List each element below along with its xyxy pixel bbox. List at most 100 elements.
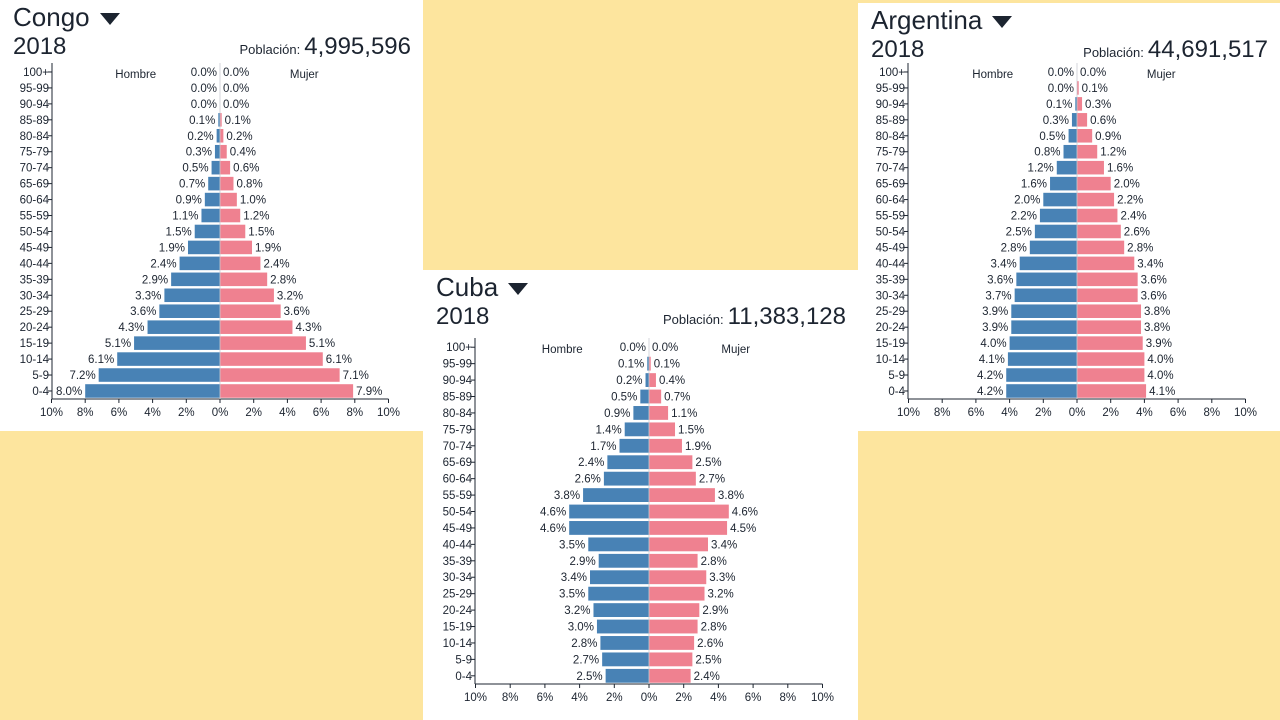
female-value-label: 0.0%	[652, 342, 678, 354]
x-tick-label: 6%	[111, 407, 128, 419]
x-tick-label: 4%	[1001, 407, 1018, 419]
male-value-label: 4.2%	[977, 386, 1003, 398]
female-value-label: 3.8%	[718, 490, 744, 502]
female-value-label: 2.4%	[1120, 211, 1146, 223]
female-value-label: 3.8%	[1144, 322, 1170, 334]
country-selector[interactable]: Congo	[13, 2, 120, 32]
age-group-label: 90-94	[20, 99, 50, 111]
x-tick-label: 0%	[212, 407, 229, 419]
male-value-label: 0.0%	[191, 99, 217, 111]
female-bar	[220, 224, 246, 239]
age-group-label: 70-74	[443, 441, 473, 453]
female-bar	[220, 176, 234, 191]
male-bar	[596, 619, 649, 634]
male-value-label: 0.1%	[189, 115, 215, 127]
female-bar	[649, 652, 693, 667]
male-bar	[603, 471, 649, 486]
male-bar	[214, 144, 220, 159]
country-selector[interactable]: Argentina	[871, 5, 1013, 35]
male-value-label: 0.0%	[1048, 67, 1074, 79]
male-bar	[1068, 129, 1077, 143]
female-value-label: 0.9%	[1095, 131, 1121, 143]
female-value-label: 1.2%	[243, 211, 269, 223]
age-group-label: 95-99	[443, 359, 472, 371]
female-value-label: 1.5%	[678, 424, 704, 436]
male-bar	[605, 668, 649, 683]
x-tick-label: 2%	[245, 407, 262, 419]
female-bar	[220, 288, 274, 303]
female-value-label: 3.6%	[1141, 290, 1167, 302]
male-value-label: 2.2%	[1011, 211, 1037, 223]
female-value-label: 3.2%	[708, 589, 734, 601]
female-value-label: 7.9%	[356, 386, 382, 398]
male-value-label: 2.5%	[1006, 226, 1032, 238]
female-bar	[220, 256, 261, 271]
female-bar	[649, 422, 676, 437]
age-group-label: 60-64	[443, 474, 473, 486]
female-bar	[220, 336, 306, 350]
male-bar	[216, 129, 220, 143]
caret-down-icon[interactable]	[508, 283, 529, 295]
male-value-label: 2.4%	[578, 457, 604, 469]
age-group-label: 70-74	[876, 163, 906, 175]
male-value-label: 1.6%	[1021, 179, 1047, 191]
male-value-label: 2.9%	[142, 274, 168, 286]
male-bar	[85, 384, 220, 398]
female-bar	[649, 668, 691, 683]
caret-down-icon[interactable]	[99, 13, 120, 25]
x-tick-label: 8%	[779, 692, 796, 704]
female-value-label: 2.8%	[701, 622, 727, 634]
female-value-label: 2.4%	[694, 671, 720, 683]
female-bar	[1077, 160, 1104, 175]
male-value-label: 0.5%	[1039, 131, 1065, 143]
female-legend-label: Mujer	[290, 69, 319, 81]
age-group-label: 15-19	[876, 338, 905, 350]
age-group-label: 10-14	[20, 354, 50, 366]
age-group-label: 95-99	[20, 83, 49, 95]
male-value-label: 0.0%	[191, 67, 217, 79]
female-bar	[1077, 368, 1145, 382]
male-value-label: 2.5%	[576, 671, 602, 683]
female-bar	[1077, 384, 1147, 398]
male-bar	[187, 240, 220, 255]
female-bar	[649, 455, 693, 470]
female-value-label: 1.2%	[1100, 147, 1126, 159]
x-tick-label: 10%	[464, 692, 487, 704]
year-label: 2018	[436, 303, 490, 330]
male-bar	[1019, 256, 1077, 271]
female-value-label: 3.3%	[709, 572, 735, 584]
female-value-label: 2.2%	[1117, 195, 1143, 207]
male-value-label: 8.0%	[56, 386, 82, 398]
age-group-label: 35-39	[443, 556, 472, 568]
age-group-label: 30-34	[876, 290, 906, 302]
female-value-label: 1.1%	[671, 408, 697, 420]
female-value-label: 2.8%	[701, 556, 727, 568]
female-value-label: 2.8%	[1127, 242, 1153, 254]
male-bar	[1043, 192, 1077, 207]
female-value-label: 2.5%	[695, 654, 721, 666]
male-value-label: 6.1%	[88, 354, 114, 366]
male-value-label: 2.9%	[569, 556, 595, 568]
female-value-label: 4.5%	[730, 523, 756, 535]
country-selector[interactable]: Cuba	[436, 272, 529, 302]
cuba-panel: Cuba 2018 Población: 11,383,128 Hombre Muj…	[423, 270, 858, 720]
male-bar	[1039, 208, 1077, 223]
argentina-pyramid-chart: Hombre Mujer 100+ 0.0% 0.0% 95-99 0.0% 0.1% 90-9…	[876, 63, 1257, 419]
female-bar	[1077, 208, 1118, 223]
male-value-label: 2.6%	[575, 474, 601, 486]
female-bar	[649, 553, 698, 568]
female-value-label: 2.0%	[1114, 179, 1140, 191]
country-name: Argentina	[871, 5, 983, 35]
female-bar	[220, 384, 354, 398]
female-bar	[649, 603, 700, 618]
female-bar	[649, 504, 729, 519]
male-value-label: 4.0%	[980, 338, 1006, 350]
age-group-label: 45-49	[20, 242, 49, 254]
age-group-label: 75-79	[20, 147, 49, 159]
female-value-label: 1.0%	[240, 195, 266, 207]
female-legend-label: Mujer	[1147, 69, 1176, 81]
male-bar	[208, 176, 220, 191]
age-group-label: 55-59	[443, 490, 472, 502]
female-value-label: 3.4%	[711, 539, 737, 551]
caret-down-icon[interactable]	[992, 16, 1013, 28]
